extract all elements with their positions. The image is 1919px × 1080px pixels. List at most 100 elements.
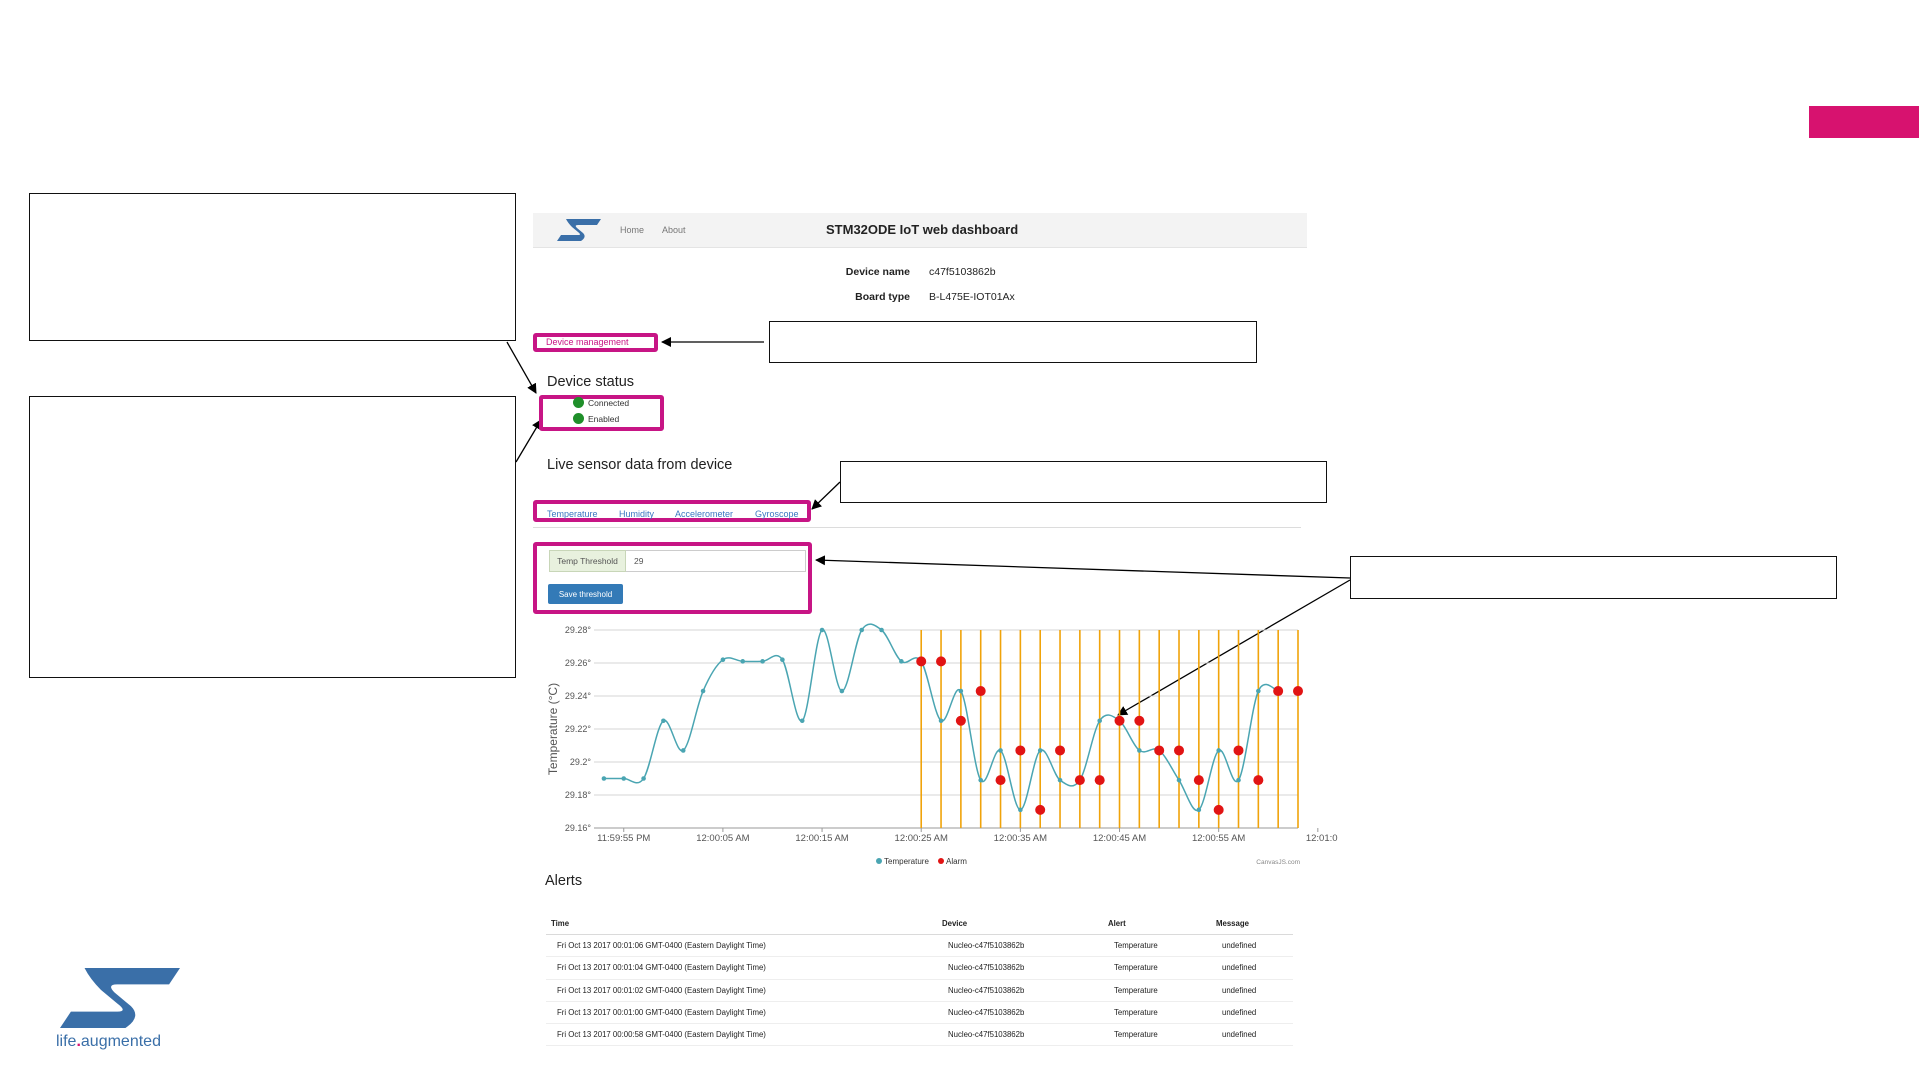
status-connected: Connected [573, 397, 629, 408]
alerts-heading: Alerts [545, 873, 583, 889]
legend-alarm-label: Alarm [946, 857, 967, 866]
alert-type: Temperature [1103, 956, 1211, 980]
temperature-point [819, 627, 825, 633]
temperature-point [700, 688, 706, 694]
x-tick-label: 12:00:45 AM [1093, 833, 1146, 844]
alarm-point [955, 715, 966, 726]
temperature-point [1137, 748, 1142, 753]
alarm-point [1134, 715, 1145, 726]
y-tick-label: 29.24° [565, 691, 592, 701]
arrow-threshold-input [815, 555, 1351, 579]
alerts-header-row: Time Device Alert Message [546, 912, 1293, 935]
temperature-point [621, 776, 627, 781]
alert-type: Temperature [1103, 1023, 1211, 1047]
logo-tagline: life.augmented [56, 1033, 161, 1051]
alert-time: Fri Oct 13 2017 00:01:04 GMT-0400 (Easte… [546, 956, 937, 980]
live-sensor-heading: Live sensor data from device [547, 457, 733, 473]
temperature-point [938, 718, 944, 724]
device-management-link[interactable]: Device management [546, 337, 629, 347]
alarm-point [1273, 686, 1284, 697]
callout-box-device-status [29, 193, 516, 341]
table-row: Fri Oct 13 2017 00:01:06 GMT-0400 (Easte… [546, 934, 1293, 958]
alert-message: undefined [1211, 934, 1293, 958]
arrow-device-status-enabled [515, 419, 542, 463]
nav-about-link[interactable]: About [662, 225, 686, 235]
highlight-device-status [539, 395, 664, 431]
alert-device: Nucleo-c47f5103862b [937, 934, 1103, 958]
alert-device: Nucleo-c47f5103862b [937, 956, 1103, 980]
alert-type: Temperature [1103, 934, 1211, 958]
table-row: Fri Oct 13 2017 00:00:58 GMT-0400 (Easte… [546, 1023, 1293, 1047]
status-enabled-dot [573, 413, 584, 424]
temp-threshold-input[interactable] [626, 550, 806, 572]
alarm-point [995, 775, 1006, 786]
col-message-header: Message [1211, 912, 1293, 935]
alert-message: undefined [1211, 1001, 1293, 1025]
dashboard-navbar: Home About STM32ODE IoT web dashboard [533, 213, 1307, 248]
alarm-point [1253, 775, 1264, 786]
tab-humidity[interactable]: Humidity [619, 509, 655, 519]
chart-credit: CanvasJS.com [1256, 859, 1300, 866]
callout-box-threshold-alarm [1350, 556, 1837, 599]
temp-threshold-label: Temp Threshold [549, 550, 626, 572]
alarm-point [1293, 686, 1303, 697]
y-axis-label: Temperature (°C) [546, 683, 560, 775]
callout-box-sensor-tabs [840, 461, 1327, 503]
temperature-point [839, 688, 845, 694]
st-logo-icon[interactable] [557, 219, 601, 241]
legend-temperature-marker [876, 858, 882, 864]
save-threshold-button[interactable]: Save threshold [548, 584, 623, 604]
temperature-point [1256, 688, 1261, 694]
alarm-point [1015, 745, 1026, 756]
alarm-point [1193, 775, 1204, 786]
temperature-point [1057, 777, 1063, 783]
alert-device: Nucleo-c47f5103862b [937, 1023, 1103, 1047]
alert-message: undefined [1211, 979, 1293, 1002]
tab-temperature[interactable]: Temperature [547, 509, 598, 519]
nav-home-link[interactable]: Home [620, 225, 645, 235]
slide-accent-bar [1809, 106, 1919, 138]
alert-time: Fri Oct 13 2017 00:01:02 GMT-0400 (Easte… [546, 979, 937, 1002]
alarm-point [916, 656, 927, 667]
alert-type: Temperature [1103, 1001, 1211, 1025]
st-brand-logo-icon [60, 968, 180, 1028]
y-tick-label: 29.18° [565, 790, 592, 800]
device-status-heading: Device status [547, 374, 635, 390]
col-time-header: Time [546, 912, 937, 935]
arrow-sensor-tabs [811, 481, 841, 510]
temperature-point [1037, 748, 1043, 753]
alert-time: Fri Oct 13 2017 00:01:00 GMT-0400 (Easte… [546, 1001, 937, 1025]
alarm-point [936, 656, 947, 667]
alert-time: Fri Oct 13 2017 00:00:58 GMT-0400 (Easte… [546, 1023, 937, 1047]
temperature-point [1176, 777, 1182, 783]
logo-tagline-life: life [56, 1033, 77, 1050]
alert-device: Nucleo-c47f5103862b [937, 979, 1103, 1002]
temperature-point [1196, 807, 1202, 813]
device-name-value: c47f5103862b [929, 266, 996, 278]
x-tick-label: 12:00:15 AM [795, 833, 848, 844]
temperature-point [799, 718, 805, 724]
y-tick-label: 29.2° [570, 757, 592, 767]
board-type-label: Board type [855, 291, 910, 303]
alerts-table: Time Device Alert Message Fri Oct 13 201… [546, 912, 1293, 1047]
temperature-point [1018, 807, 1023, 813]
x-tick-label: 12:01:0 [1306, 833, 1338, 844]
temperature-point [760, 659, 765, 664]
status-enabled: Enabled [573, 413, 619, 424]
tab-accelerometer[interactable]: Accelerometer [675, 509, 734, 519]
highlight-sensor-tabs [533, 500, 811, 522]
x-tick-label: 12:00:05 AM [696, 833, 749, 844]
x-tick-label: 12:00:35 AM [994, 833, 1047, 844]
logo-tagline-dot: . [76, 1033, 81, 1050]
alert-type: Temperature [1103, 979, 1211, 1002]
dashboard-title: STM32ODE IoT web dashboard [826, 222, 1019, 237]
temperature-point [661, 718, 666, 724]
x-tick-label: 11:59:55 PM [597, 833, 650, 844]
temperature-point [879, 627, 884, 633]
callout-box-sensor-data [29, 396, 516, 678]
alert-device: Nucleo-c47f5103862b [937, 1001, 1103, 1025]
tab-gyroscope[interactable]: Gyroscope [755, 509, 799, 519]
temperature-point [641, 776, 646, 781]
alarm-point [1114, 715, 1125, 726]
